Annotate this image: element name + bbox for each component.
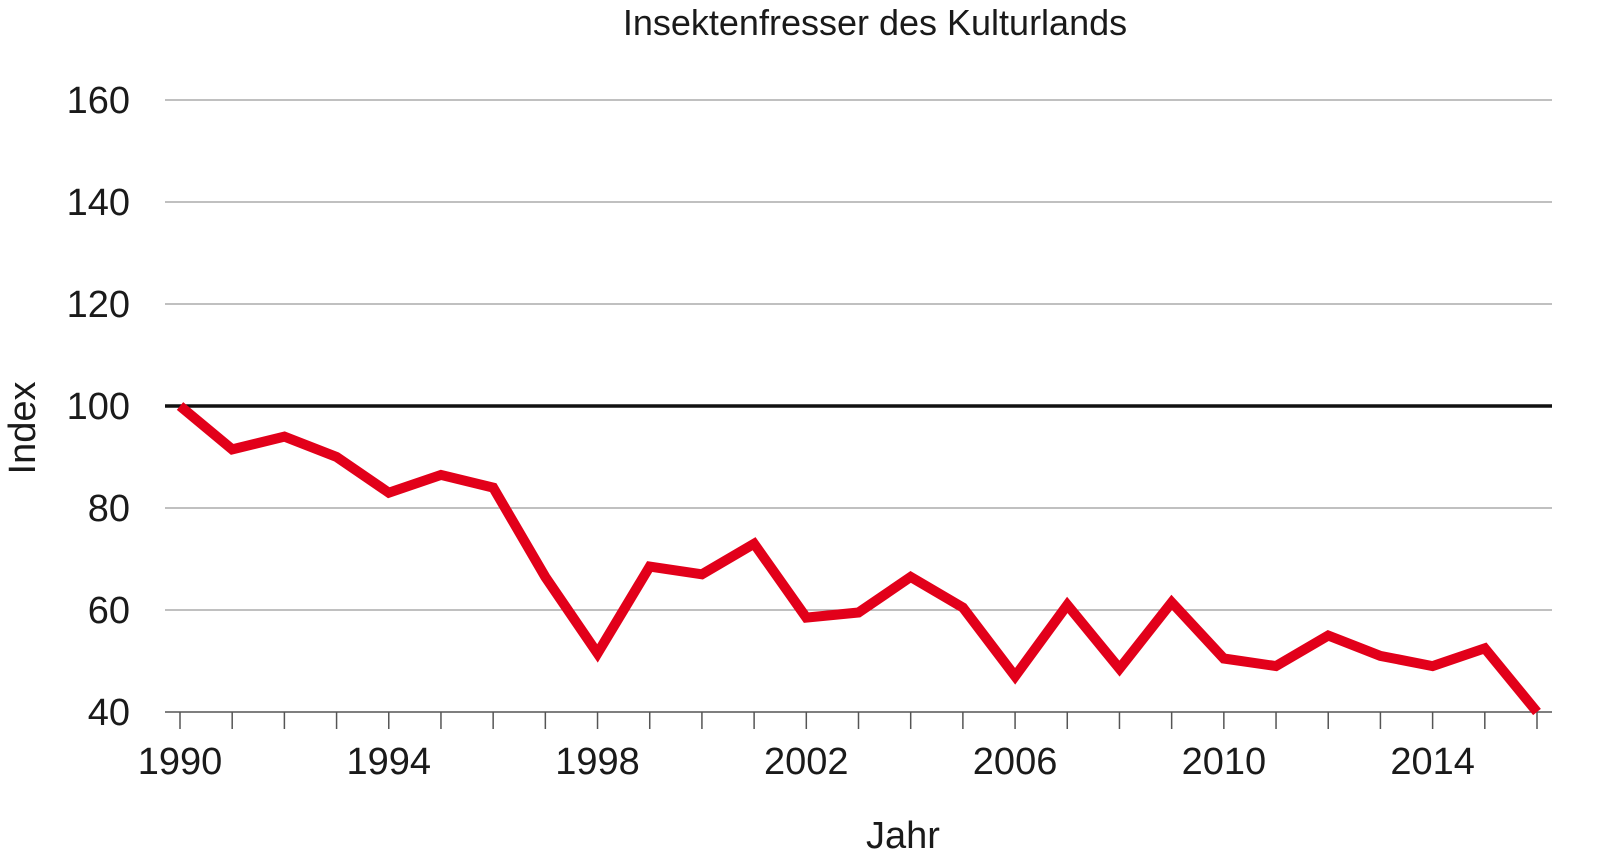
chart-title: Insektenfresser des Kulturlands [623, 2, 1127, 43]
x-tick-label: 2010 [1182, 741, 1267, 783]
x-tick-label: 1998 [555, 741, 640, 783]
y-tick-label: 120 [67, 284, 130, 326]
y-tick-label: 80 [88, 488, 130, 530]
x-axis-title: Jahr [866, 815, 940, 854]
y-tick-label: 140 [67, 182, 130, 224]
y-axis-tick-labels: 40 60 80 100 120 140 160 [67, 80, 130, 734]
gridlines [165, 100, 1552, 610]
x-tick-label: 1990 [138, 741, 223, 783]
series-line-0 [180, 406, 1537, 712]
x-tick-label: 2002 [764, 741, 849, 783]
x-axis: 1990 1994 1998 2002 2006 2010 2014 [138, 712, 1552, 783]
y-tick-label: 40 [88, 692, 130, 734]
x-tick-label: 2014 [1390, 741, 1475, 783]
y-tick-label: 60 [88, 590, 130, 632]
x-tick-label: 1994 [346, 741, 431, 783]
x-tick-label: 2006 [973, 741, 1058, 783]
y-tick-label: 100 [67, 386, 130, 428]
series-layer [180, 406, 1537, 712]
y-tick-label: 160 [67, 80, 130, 122]
y-axis-title: Index [2, 382, 44, 475]
